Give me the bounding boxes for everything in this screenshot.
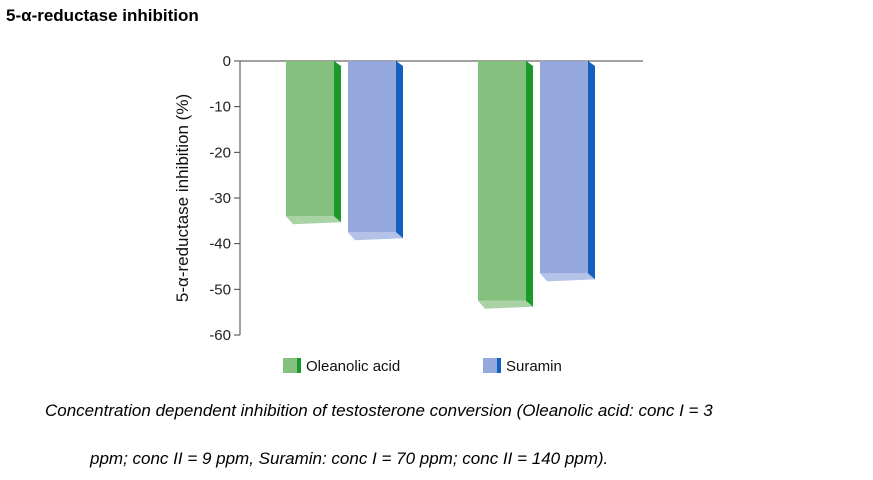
bar-bottom [286, 216, 341, 225]
bar-side [588, 61, 595, 280]
bar-bottom [348, 232, 403, 241]
legend: Oleanolic acid Suramin [283, 358, 562, 375]
legend-swatch-side [297, 358, 301, 373]
bar-bottom [540, 273, 595, 282]
legend-label: Suramin [506, 358, 562, 375]
bar-side [396, 61, 403, 239]
y-tick-label: -50 [209, 281, 231, 298]
caption-line-2: ppm; conc II = 9 ppm, Suramin: conc I = … [90, 449, 609, 468]
caption-line-1: Concentration dependent inhibition of te… [45, 401, 713, 420]
y-axis-label: 5-α-reductase inhibition (%) [173, 94, 192, 302]
bar-side [334, 61, 341, 223]
legend-swatch [483, 358, 497, 373]
y-tick-label: -60 [209, 327, 231, 344]
y-tick-label: -30 [209, 190, 231, 207]
bars [286, 61, 595, 309]
bar [286, 61, 334, 217]
y-tick-label: -20 [209, 144, 231, 161]
y-tick-label: -10 [209, 99, 231, 116]
legend-swatch-side [497, 358, 501, 373]
legend-swatch [283, 358, 297, 373]
bar-side [526, 61, 533, 307]
y-tick-label: 0 [223, 53, 231, 70]
bar [478, 61, 526, 301]
bar [540, 61, 588, 274]
y-tick-label: -40 [209, 236, 231, 253]
chart-title: 5-α-reductase inhibition [6, 6, 199, 25]
bar-bottom [478, 300, 533, 309]
axes: 0 -10 -20 -30 -40 -50 -60 [209, 53, 643, 344]
bar-chart: 5-α-reductase inhibition (%) 0 -10 -20 -30 -… [173, 53, 643, 375]
bar [348, 61, 396, 233]
legend-label: Oleanolic acid [306, 358, 400, 375]
